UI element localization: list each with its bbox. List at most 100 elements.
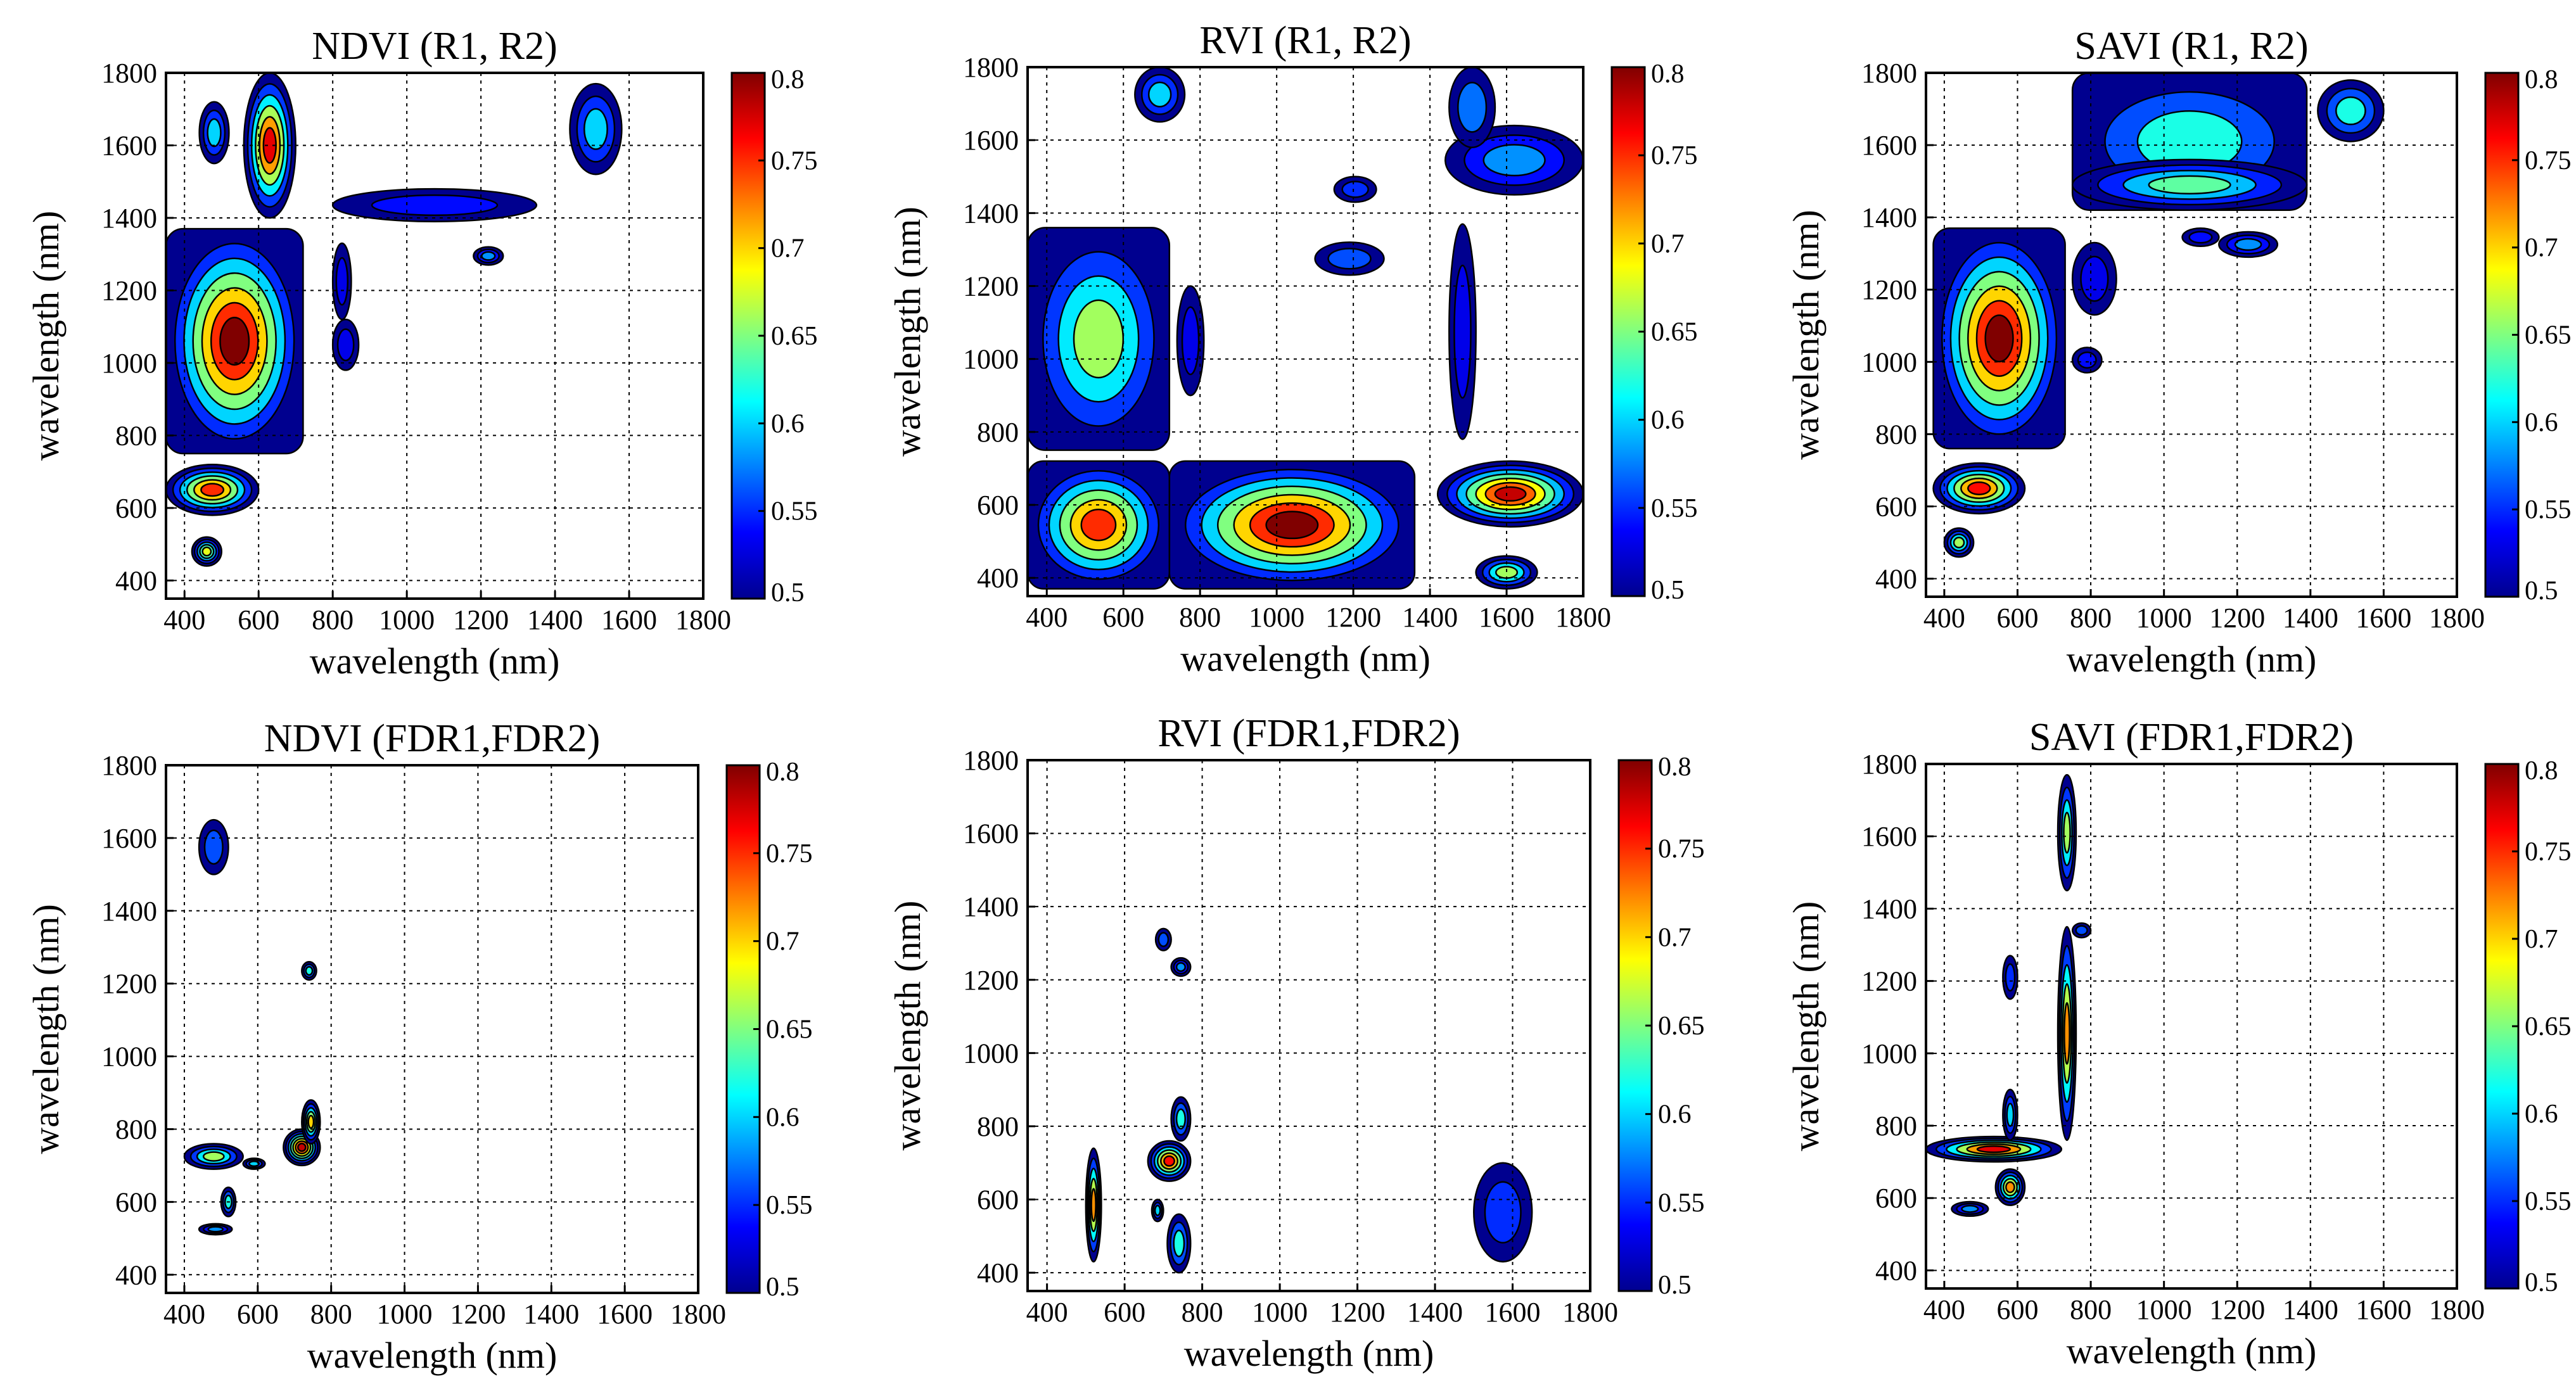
contour-band bbox=[1073, 299, 1125, 379]
contour-band bbox=[2063, 1002, 2070, 1065]
y-tick-label: 1800 bbox=[963, 745, 1019, 776]
contour-band bbox=[1961, 1205, 1979, 1213]
x-tick-label: 800 bbox=[1182, 1297, 1223, 1328]
x-tick-label: 400 bbox=[163, 604, 205, 635]
contour-region-1 bbox=[166, 227, 304, 455]
contour-band bbox=[1341, 181, 1369, 198]
contour-region-3 bbox=[191, 536, 222, 567]
contour-band bbox=[262, 127, 277, 164]
x-tick-label: 1400 bbox=[1407, 1297, 1463, 1328]
y-tick-label: 600 bbox=[1875, 491, 1917, 522]
y-axis-label: wavelength (nm) bbox=[1785, 210, 1827, 460]
y-tick-label: 800 bbox=[115, 420, 157, 451]
contour-band bbox=[2148, 175, 2231, 194]
contour-region-7 bbox=[1951, 1200, 1989, 1218]
y-tick-label: 1000 bbox=[1861, 347, 1917, 378]
colorbar-tick-label: 0.5 bbox=[1651, 576, 1685, 605]
contour-region-8 bbox=[1448, 223, 1477, 440]
x-tick-label: 1200 bbox=[453, 604, 509, 635]
chart-title: RVI (FDR1,FDR2) bbox=[1157, 712, 1460, 755]
y-tick-label: 600 bbox=[977, 1185, 1019, 1216]
colorbar: 0.5 0.55 0.6 0.65 0.7 0.75 0.8 bbox=[2484, 65, 2572, 606]
y-axis-label: wavelength (nm) bbox=[25, 211, 67, 461]
contour-region-6 bbox=[1448, 67, 1496, 148]
contour-region-7 bbox=[569, 82, 623, 175]
colorbar-tick-label: 0.6 bbox=[771, 409, 805, 438]
contour-band bbox=[1173, 1230, 1185, 1257]
grid bbox=[1926, 764, 2457, 1288]
y-tick-label: 400 bbox=[115, 1259, 157, 1290]
contour-region-8 bbox=[2218, 231, 2279, 258]
plot-frame bbox=[1925, 72, 2458, 598]
grid bbox=[1028, 67, 1583, 596]
colorbar-tick-label: 0.7 bbox=[2525, 234, 2558, 263]
grid bbox=[166, 73, 703, 599]
contour-band bbox=[1163, 1155, 1175, 1167]
contour-region-12 bbox=[1314, 241, 1385, 276]
x-tick-label: 1000 bbox=[379, 604, 435, 635]
colorbar-tick-label: 0.7 bbox=[1651, 229, 1685, 258]
contour-region-5 bbox=[2002, 1088, 2018, 1142]
x-tick-label: 400 bbox=[1026, 602, 1068, 633]
contour-region-1 bbox=[183, 1143, 244, 1170]
plot-frame bbox=[1026, 66, 1584, 597]
contour-region-5 bbox=[2071, 158, 2308, 211]
colorbar-tick-label: 0.8 bbox=[1651, 60, 1685, 89]
x-tick-label: 1800 bbox=[670, 1299, 726, 1330]
x-tick-label: 1000 bbox=[2136, 1294, 2192, 1325]
colorbar-tick-label: 0.75 bbox=[2525, 146, 2572, 175]
contour-band bbox=[200, 483, 225, 497]
x-tick-label: 800 bbox=[312, 604, 354, 635]
contour-region-7 bbox=[1134, 67, 1186, 123]
contour-region-6 bbox=[301, 960, 317, 981]
contour-band bbox=[1327, 248, 1372, 270]
y-tick-label: 400 bbox=[1875, 563, 1917, 594]
colorbar-tick-label: 0.65 bbox=[2525, 321, 2572, 350]
contour-band bbox=[296, 1142, 307, 1152]
contour-region-3 bbox=[1943, 527, 1975, 558]
contour-band bbox=[1080, 509, 1117, 542]
x-tick-label: 1600 bbox=[2356, 1294, 2411, 1325]
contour-region-3 bbox=[1028, 460, 1171, 590]
contour-band bbox=[1265, 511, 1319, 540]
x-tick-label: 1400 bbox=[2283, 1294, 2338, 1325]
x-tick-label: 1200 bbox=[1330, 1297, 1386, 1328]
y-tick-label: 1600 bbox=[963, 818, 1019, 849]
contour-band bbox=[583, 108, 608, 150]
contour-band bbox=[2075, 925, 2088, 936]
x-tick-label: 800 bbox=[2070, 602, 2112, 633]
y-tick-label: 1200 bbox=[1861, 966, 1917, 997]
chart-title: SAVI (FDR1,FDR2) bbox=[2029, 716, 2354, 759]
colorbar-tick-label: 0.75 bbox=[766, 839, 813, 868]
x-tick-label: 400 bbox=[1026, 1297, 1068, 1328]
contour-regions bbox=[1085, 927, 1533, 1274]
colorbar-tick-label: 0.7 bbox=[766, 927, 800, 957]
plot-area bbox=[1926, 764, 2457, 1288]
y-tick-label: 1400 bbox=[963, 198, 1019, 229]
chart-panel-2: 400 600 800 1000 1200 1400 1600 1800 400 600 800 10… bbox=[887, 19, 1698, 679]
y-tick-label: 1400 bbox=[1861, 202, 1917, 233]
y-tick-label: 1200 bbox=[1861, 274, 1917, 305]
x-axis-label: wavelength (nm) bbox=[307, 1335, 558, 1376]
y-tick-label: 1800 bbox=[101, 750, 157, 781]
y-tick-label: 1000 bbox=[101, 348, 157, 379]
contour-band bbox=[2005, 963, 2016, 992]
contour-band bbox=[1495, 566, 1519, 579]
grid bbox=[1926, 73, 2457, 597]
contour-band bbox=[1953, 537, 1965, 549]
colorbar-tick-label: 0.8 bbox=[766, 758, 800, 787]
y-tick-label: 600 bbox=[1875, 1183, 1917, 1214]
x-tick-label: 1600 bbox=[1479, 602, 1534, 633]
contour-band bbox=[1181, 306, 1200, 376]
contour-region-2 bbox=[166, 463, 260, 516]
contour-band bbox=[1457, 82, 1488, 133]
contour-band bbox=[1154, 1204, 1161, 1216]
contour-region-8 bbox=[331, 242, 352, 321]
contour-region-4 bbox=[1170, 1096, 1192, 1142]
contour-band bbox=[336, 328, 355, 362]
x-tick-label: 1400 bbox=[1402, 602, 1458, 633]
contour-band bbox=[2234, 238, 2262, 251]
contour-region-7 bbox=[2071, 241, 2117, 316]
colorbar-tick-label: 0.7 bbox=[771, 234, 805, 264]
